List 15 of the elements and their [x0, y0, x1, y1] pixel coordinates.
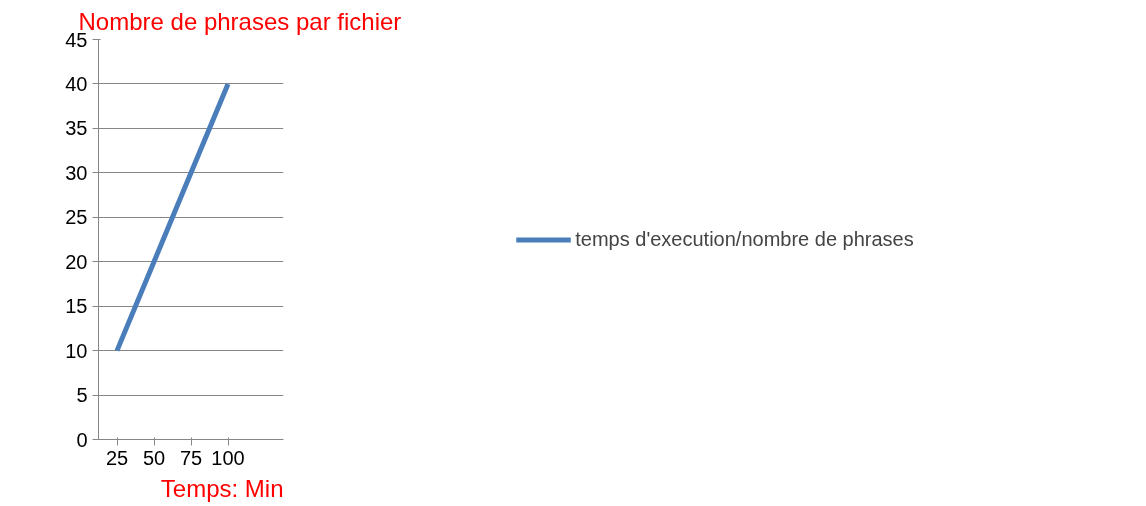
legend-label: temps d'execution/nombre de phrases [575, 227, 914, 251]
y-tick-label: 35 [65, 117, 88, 140]
x-axis-title: Temps: Min [160, 474, 284, 502]
y-tick-label: 30 [65, 161, 88, 184]
x-tick-label: 25 [105, 446, 129, 469]
x-tick-label: 100 [211, 446, 245, 469]
y-tick-label: 5 [76, 384, 88, 407]
x-tick-label: 50 [142, 446, 166, 469]
x-tick-label: 75 [179, 446, 203, 469]
y-tick-label: 20 [65, 250, 88, 273]
y-tick-label: 10 [65, 339, 88, 362]
y-tick-label: 15 [65, 295, 88, 318]
y-tick-label: 40 [65, 72, 88, 95]
y-tick-label: 0 [76, 428, 88, 451]
y-tick-label: 25 [65, 206, 88, 229]
